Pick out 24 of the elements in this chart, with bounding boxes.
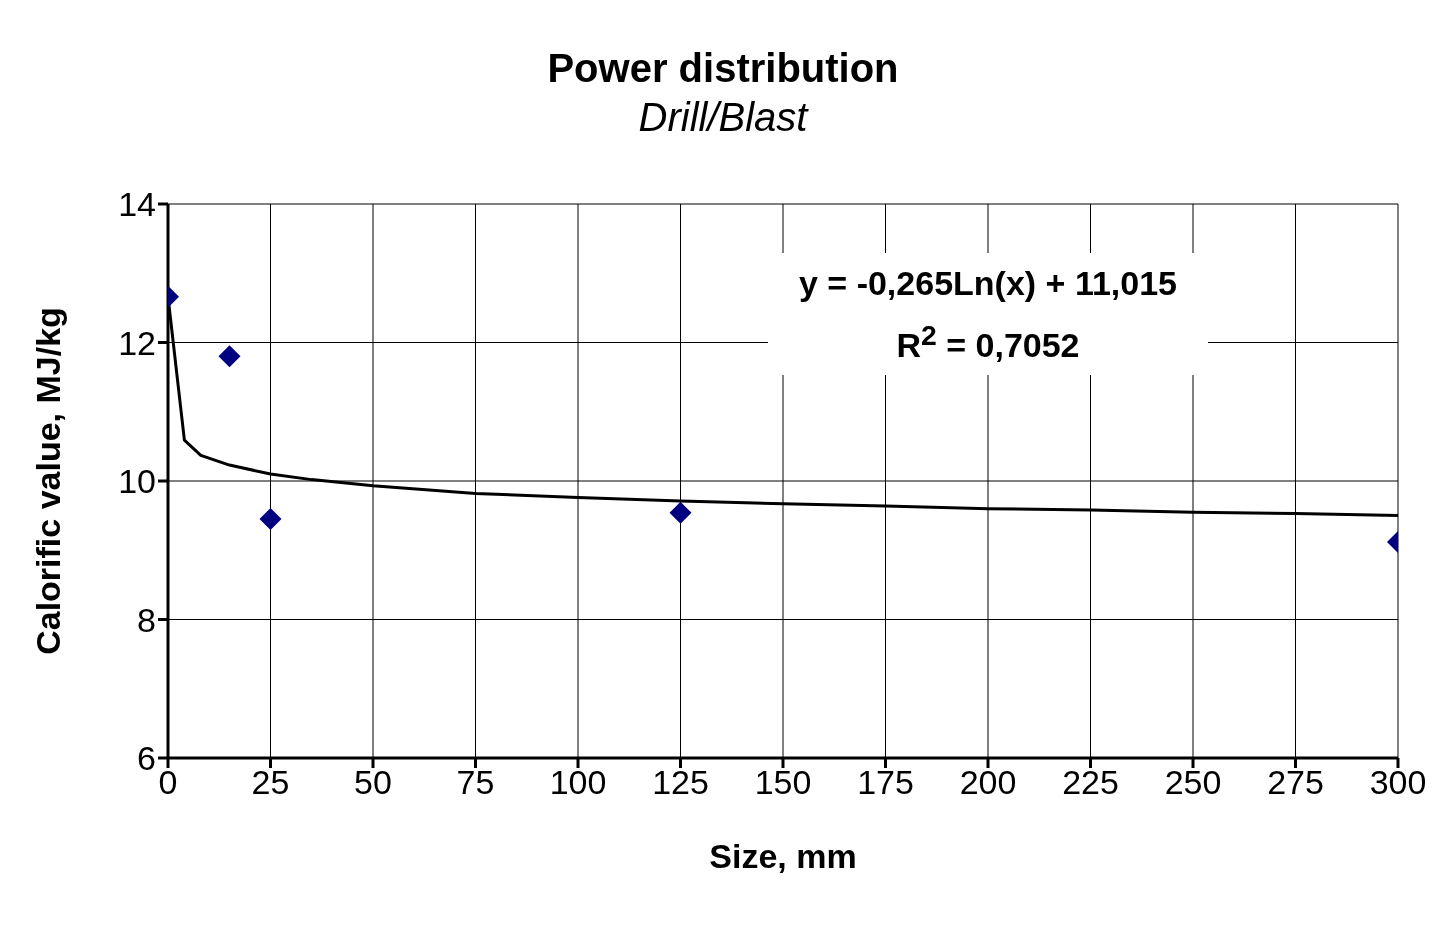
annotation: y = -0,265Ln(x) + 11,015 [798, 263, 1178, 304]
y-tick-label: 12 [118, 323, 156, 362]
x-tick-label: 125 [652, 763, 709, 802]
annotation: R$^{2}$ = 0,7052 [895, 318, 1081, 367]
x-tick-label: 275 [1267, 763, 1324, 802]
y-tick-label: 14 [118, 185, 156, 224]
x-tick-label: 50 [354, 763, 392, 802]
x-axis-title: Size, mm [709, 837, 857, 875]
x-tick-label: 200 [959, 763, 1017, 802]
x-tick-label: 175 [857, 763, 914, 802]
chart-subtitle: Drill/Blast [637, 95, 810, 140]
y-tick-label: 10 [118, 462, 156, 501]
x-tick-label: 0 [158, 763, 178, 802]
y-axis-title: Calorific value, MJ/kg [29, 307, 68, 655]
y-tick-label: 6 [137, 739, 156, 778]
x-tick-label: 250 [1164, 763, 1222, 802]
x-tick-label: 100 [549, 763, 607, 802]
x-tick-label: 300 [1369, 763, 1427, 802]
y-tick-label: 8 [137, 600, 156, 639]
chart-title: Power distribution [546, 46, 900, 91]
x-tick-label: 150 [754, 763, 812, 802]
x-tick-label: 75 [456, 763, 495, 802]
x-tick-label: 225 [1062, 763, 1119, 802]
x-tick-label: 25 [251, 763, 290, 802]
